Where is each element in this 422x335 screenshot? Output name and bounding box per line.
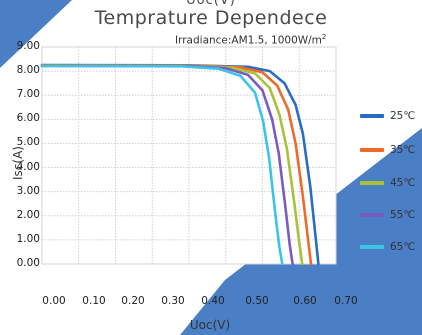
subtitle-text: Irradiance:AM1.5, 1000W/m — [175, 34, 322, 47]
top-caption: Uoc(V) — [186, 0, 236, 8]
x-axis-label: Uoc(V) — [189, 318, 231, 332]
y-tick-label: 3.00 — [16, 184, 40, 197]
legend-label: 45℃ — [390, 177, 416, 189]
y-tick-label: 4.00 — [16, 160, 40, 173]
y-tick-label: 6.00 — [16, 112, 40, 125]
legend-item: 45℃ — [360, 176, 415, 190]
x-tick-label: 0.00 — [42, 295, 66, 307]
y-tick-label: 5.00 — [16, 136, 40, 149]
series-lines — [40, 63, 320, 266]
y-tick-label: 9.00 — [16, 40, 40, 52]
x-tick-label: 0.40 — [201, 295, 225, 307]
y-tick-label: 7.00 — [16, 88, 40, 101]
legend-label: 65℃ — [390, 241, 416, 253]
legend-item: 55℃ — [360, 208, 415, 222]
legend-swatch — [360, 181, 384, 185]
chart-subtitle: Irradiance:AM1.5, 1000W/m2 — [175, 33, 326, 47]
legend-item: 35℃ — [360, 143, 415, 157]
chart-title: Temprature Dependece — [94, 7, 328, 29]
x-tick-label: 0.20 — [121, 295, 145, 307]
legend-swatch — [360, 148, 384, 152]
legend-swatch — [360, 114, 384, 118]
legend-swatch — [360, 245, 384, 249]
subtitle-superscript: 2 — [321, 33, 327, 41]
legend-label: 25℃ — [390, 110, 416, 122]
top-left-blue-band — [0, 0, 72, 68]
y-tick-label: 8.00 — [16, 64, 40, 77]
series-line-5 — [40, 64, 284, 266]
legend-label: 55℃ — [390, 209, 416, 221]
legend-label: 35℃ — [390, 144, 416, 156]
x-tick-label: 0.70 — [334, 295, 358, 307]
x-tick-label: 0.30 — [161, 295, 185, 307]
x-tick-label: 0.50 — [245, 295, 269, 307]
y-tick-label: 2.00 — [16, 208, 40, 221]
legend-swatch — [360, 213, 384, 217]
legend-item: 65℃ — [360, 240, 415, 254]
legend-item: 25℃ — [360, 109, 415, 123]
x-tick-label: 0.60 — [293, 295, 317, 307]
x-tick-label: 0.10 — [82, 295, 106, 307]
gridlines — [41, 46, 337, 265]
y-tick-label: 0.00 — [16, 257, 40, 269]
y-tick-label: 1.00 — [16, 232, 40, 245]
